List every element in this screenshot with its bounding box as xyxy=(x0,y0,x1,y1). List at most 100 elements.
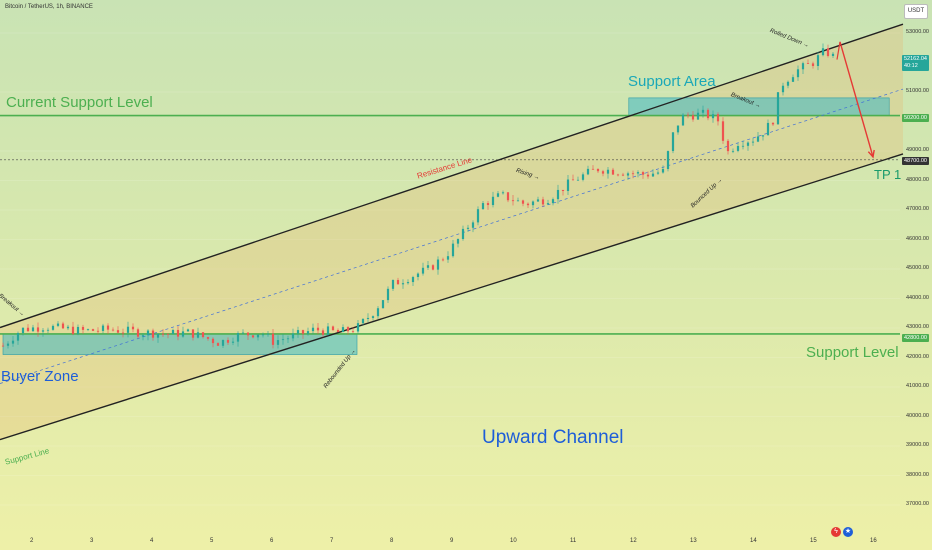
candle-body xyxy=(746,142,750,146)
price-tick: 53000.00 xyxy=(906,29,929,35)
candle-body xyxy=(376,308,380,317)
price-tick: 40000.00 xyxy=(906,412,929,419)
candle-body xyxy=(566,179,570,192)
candle-body xyxy=(741,145,745,147)
candle-body xyxy=(436,259,440,270)
candle-body xyxy=(276,340,280,345)
time-tick: 12 xyxy=(630,538,637,544)
candle-body xyxy=(611,169,615,175)
candle-body xyxy=(441,259,445,261)
candle-body xyxy=(471,222,475,228)
candle-body xyxy=(381,300,385,309)
price-tick: 44000.00 xyxy=(906,294,929,301)
time-tick: 6 xyxy=(270,538,274,544)
event-icons[interactable]: ϟ ★ xyxy=(831,520,855,538)
candle-body xyxy=(151,330,155,338)
candle-body xyxy=(191,329,195,338)
candle-body xyxy=(821,48,825,56)
price-tick: 45000.00 xyxy=(906,265,929,271)
candle-body xyxy=(591,168,595,170)
candle-body xyxy=(156,333,160,338)
time-tick: 11 xyxy=(570,538,577,544)
candle-body xyxy=(101,325,105,331)
channel-midline xyxy=(0,88,904,384)
candle-body xyxy=(331,326,335,331)
candle-body xyxy=(546,203,550,205)
candle-body xyxy=(636,172,640,174)
price-tick: 42000.00 xyxy=(906,353,929,360)
candle-body xyxy=(241,332,245,334)
candle-body xyxy=(341,327,345,333)
support-level-label[interactable]: Support Level xyxy=(806,344,899,361)
support-area-label[interactable]: Support Area xyxy=(628,73,716,90)
current-support-level-label[interactable]: Current Support Level xyxy=(6,94,153,111)
time-tick: 13 xyxy=(690,538,697,544)
channel-fill xyxy=(0,24,903,440)
candle-body xyxy=(51,325,55,330)
time-tick: 4 xyxy=(150,538,154,544)
candle-body xyxy=(271,333,275,345)
upward-channel-label[interactable]: Upward Channel xyxy=(482,427,624,448)
candle-body xyxy=(131,326,135,330)
projection-line xyxy=(839,41,874,158)
candle-body xyxy=(791,77,795,82)
candle-body xyxy=(391,279,395,289)
drawing-lines[interactable] xyxy=(0,23,904,441)
tp1-label[interactable]: TP 1 xyxy=(874,167,902,182)
grid xyxy=(0,32,900,506)
currency-button[interactable]: USDT xyxy=(904,4,928,19)
candle-body xyxy=(456,239,460,244)
time-tick: 7 xyxy=(330,538,334,544)
candle-body xyxy=(316,327,320,331)
candle-body xyxy=(136,329,140,337)
candle-body xyxy=(171,329,175,335)
candle-body xyxy=(161,333,165,335)
candle-body xyxy=(781,85,785,93)
candle-body xyxy=(386,288,390,301)
candle-body xyxy=(346,327,350,332)
level-tag-50200: 50200.00 xyxy=(902,114,929,122)
price-tick: 48000.00 xyxy=(906,176,929,183)
lightning-icon[interactable]: ϟ xyxy=(831,527,841,537)
candle-body xyxy=(251,335,255,338)
candle-body xyxy=(801,63,805,70)
candle-body xyxy=(716,114,720,122)
candle-body xyxy=(521,200,525,204)
candle-body xyxy=(76,326,80,334)
candle-body xyxy=(816,55,820,66)
projection-arrow[interactable] xyxy=(836,41,875,159)
time-tick: 16 xyxy=(870,538,877,544)
candle-body xyxy=(71,326,75,334)
candle-body xyxy=(496,193,500,197)
candle-body xyxy=(411,277,415,283)
candle-body xyxy=(261,334,265,336)
candle-body xyxy=(786,81,790,86)
candle-body xyxy=(266,333,270,335)
us-flag-icon[interactable]: ★ xyxy=(843,527,853,537)
buyer-zone-label[interactable]: Buyer Zone xyxy=(1,368,79,385)
candle-body xyxy=(231,341,235,343)
candle-body xyxy=(446,256,450,260)
candle-body xyxy=(771,122,775,125)
candle-body xyxy=(621,174,625,176)
candle-body xyxy=(216,343,220,346)
symbol-header[interactable]: Bitcoin / TetherUS, 1h, BINANCE xyxy=(5,4,93,10)
candle-body xyxy=(776,92,780,125)
candle-body xyxy=(576,179,580,181)
candle-body xyxy=(36,327,40,332)
candle-body xyxy=(706,109,710,119)
candle-body xyxy=(431,265,435,270)
candle-body xyxy=(61,323,65,329)
candle-body xyxy=(426,265,430,268)
candle-body xyxy=(281,339,285,341)
candle-body xyxy=(291,333,295,339)
candle-body xyxy=(501,192,505,194)
candle-body xyxy=(31,327,35,332)
time-tick: 15 xyxy=(810,538,817,544)
candle-body xyxy=(601,171,605,174)
candle-body xyxy=(301,330,305,334)
candle-body xyxy=(181,331,185,337)
candle-body xyxy=(336,330,340,333)
